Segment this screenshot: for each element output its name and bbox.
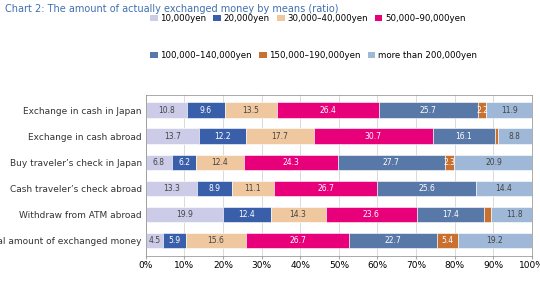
Text: 15.6: 15.6 [208,236,225,245]
Text: 19.9: 19.9 [176,210,193,219]
Bar [146,207,222,222]
Bar [146,154,172,170]
Bar [146,233,163,248]
Text: 9.6: 9.6 [200,106,212,115]
Text: 17.7: 17.7 [272,132,288,141]
Legend: 10,000yen, 20,000yen, 30,000–40,000yen, 50,000–90,000yen: 10,000yen, 20,000yen, 30,000–40,000yen, … [150,14,465,23]
Bar [476,181,532,196]
Text: 5.9: 5.9 [168,236,180,245]
Bar [222,207,271,222]
Text: 19.2: 19.2 [487,236,503,245]
Text: 26.4: 26.4 [319,106,336,115]
Text: 2.2: 2.2 [476,106,488,115]
Bar [197,181,232,196]
Text: 4.5: 4.5 [148,236,160,245]
Text: 24.3: 24.3 [282,158,299,167]
Text: 5.4: 5.4 [441,236,454,245]
Bar [232,181,274,196]
Text: 30.7: 30.7 [365,132,382,141]
Text: 11.1: 11.1 [245,184,261,193]
Text: 12.4: 12.4 [212,158,228,167]
Bar [478,103,487,118]
Text: 10.8: 10.8 [158,106,175,115]
Bar [495,128,497,144]
Bar [454,154,534,170]
Bar [484,207,491,222]
Text: 6.2: 6.2 [178,158,190,167]
Bar [199,128,246,144]
Text: 12.4: 12.4 [238,210,255,219]
Bar [146,181,197,196]
Text: 2.3: 2.3 [443,158,455,167]
Bar [244,154,338,170]
Bar [246,233,349,248]
Bar [271,207,326,222]
Bar [458,233,532,248]
Bar [146,103,187,118]
Bar [186,233,246,248]
Text: 14.3: 14.3 [289,210,307,219]
Text: 25.6: 25.6 [418,184,435,193]
Text: 8.8: 8.8 [509,132,521,141]
Bar [497,128,531,144]
Bar [349,233,437,248]
Text: 26.7: 26.7 [289,236,306,245]
Text: 13.3: 13.3 [163,184,180,193]
Bar [196,154,244,170]
Bar [172,154,196,170]
Text: 16.1: 16.1 [455,132,472,141]
Text: 13.5: 13.5 [242,106,259,115]
Text: 22.7: 22.7 [384,236,401,245]
Text: 8.9: 8.9 [208,184,220,193]
Text: 12.2: 12.2 [214,132,231,141]
Text: 17.4: 17.4 [442,210,459,219]
Bar [146,128,199,144]
Text: 13.7: 13.7 [164,132,181,141]
Bar [338,154,444,170]
Bar [444,154,454,170]
Text: 11.8: 11.8 [506,210,523,219]
Bar [491,207,537,222]
Text: 14.4: 14.4 [496,184,512,193]
Bar [274,181,377,196]
Bar [225,103,276,118]
Text: Chart 2: The amount of actually exchanged money by means (ratio): Chart 2: The amount of actually exchange… [5,4,339,14]
Bar [433,128,495,144]
Legend: 100,000–140,000yen, 150,000–190,000yen, more than 200,000yen: 100,000–140,000yen, 150,000–190,000yen, … [150,51,477,60]
Bar [276,103,379,118]
Text: 11.9: 11.9 [501,106,518,115]
Text: 27.7: 27.7 [383,158,400,167]
Bar [417,207,484,222]
Bar [326,207,417,222]
Text: 23.6: 23.6 [363,210,380,219]
Bar [379,103,478,118]
Bar [487,103,532,118]
Bar [246,128,314,144]
Bar [163,233,186,248]
Text: 26.7: 26.7 [318,184,334,193]
Bar [437,233,458,248]
Bar [377,181,476,196]
Text: 20.9: 20.9 [485,158,502,167]
Bar [187,103,225,118]
Text: 6.8: 6.8 [153,158,165,167]
Bar [314,128,433,144]
Text: 25.7: 25.7 [420,106,437,115]
